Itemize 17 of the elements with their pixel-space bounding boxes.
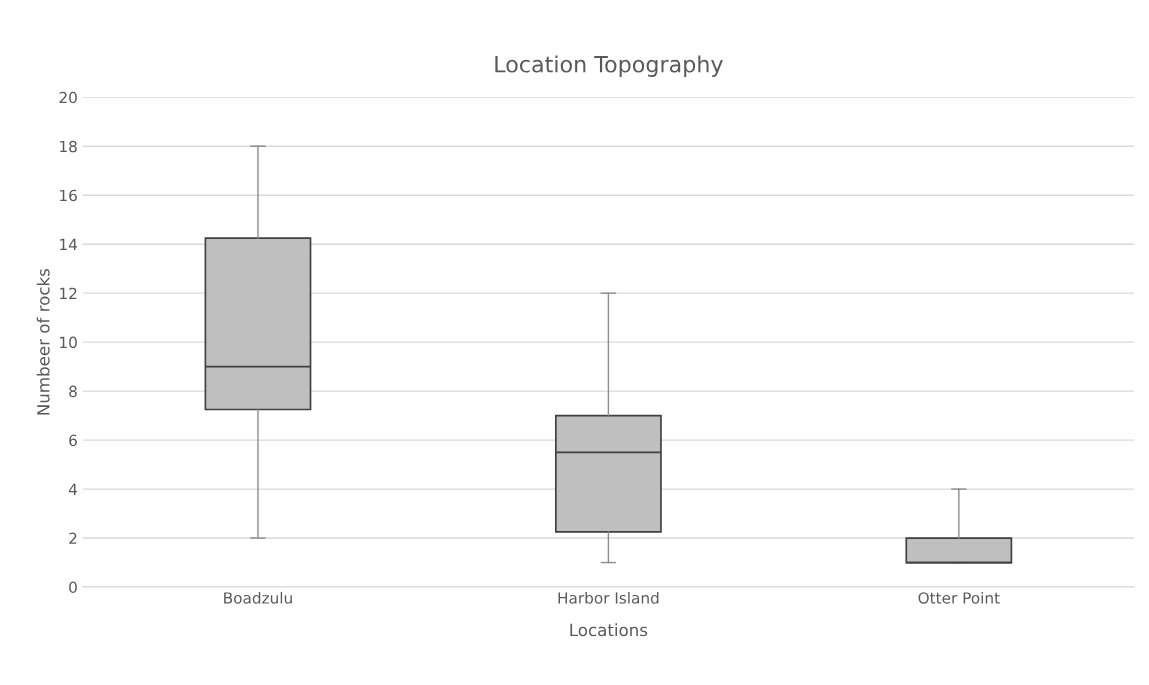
x-tick-label: Boadzulu: [224, 591, 292, 604]
y-tick-label: 10: [60, 336, 77, 349]
x-tick-label: Harbor Island: [558, 591, 659, 604]
y-tick-label: 8: [69, 385, 77, 398]
y-tick-label: 20: [59, 91, 77, 104]
y-tick-label: 0: [69, 581, 77, 594]
y-tick-label: 14: [60, 238, 78, 251]
y-tick-label: 12: [60, 287, 77, 299]
y-axis-title: Numbeer of rocks: [36, 268, 50, 415]
y-tick-label: 18: [60, 140, 77, 153]
y-tick-label: 16: [60, 189, 77, 202]
y-tick-label: 4: [68, 483, 78, 495]
y-tick-label: 6: [69, 434, 77, 447]
chart-title: Location Topography: [495, 55, 723, 77]
x-axis-title: Locations: [570, 623, 648, 637]
x-tick-label: Otter Point: [918, 591, 1000, 604]
y-tick-label: 2: [69, 532, 77, 544]
